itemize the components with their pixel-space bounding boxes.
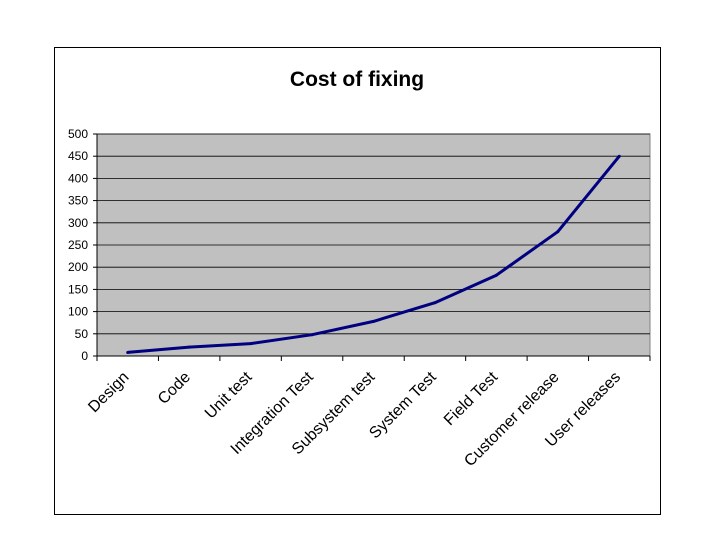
data-point [126,350,130,354]
y-tick-label: 250 [68,238,88,252]
y-tick-label: 0 [81,349,88,363]
x-tick-label: System Test [366,368,440,442]
y-tick-label: 50 [75,327,89,341]
data-point [556,230,560,234]
y-tick-label: 350 [68,194,88,208]
data-point [372,319,375,323]
y-tick-label: 100 [68,305,88,319]
data-point [433,301,437,305]
y-tick-label: 450 [68,149,88,163]
chart-title: Cost of fixing [290,68,424,91]
data-point [494,273,498,277]
x-tick-label: Unit test [202,368,256,422]
y-tick-label: 500 [68,127,88,141]
x-tick-label: Design [85,369,132,416]
data-point [310,333,314,337]
y-tick-label: 300 [68,216,88,230]
plot-area: 0 50 100 150 200 250 300 350 400 450 500 Design Code… [68,127,651,470]
data-point [187,345,191,349]
y-tick-label: 150 [68,282,88,296]
y-tick-label: 400 [68,171,88,185]
data-point [617,154,621,158]
data-point [249,342,253,346]
x-tick-label: Field Test [441,368,502,429]
y-tick-label: 200 [68,260,88,274]
x-tick-label: Code [155,369,194,408]
